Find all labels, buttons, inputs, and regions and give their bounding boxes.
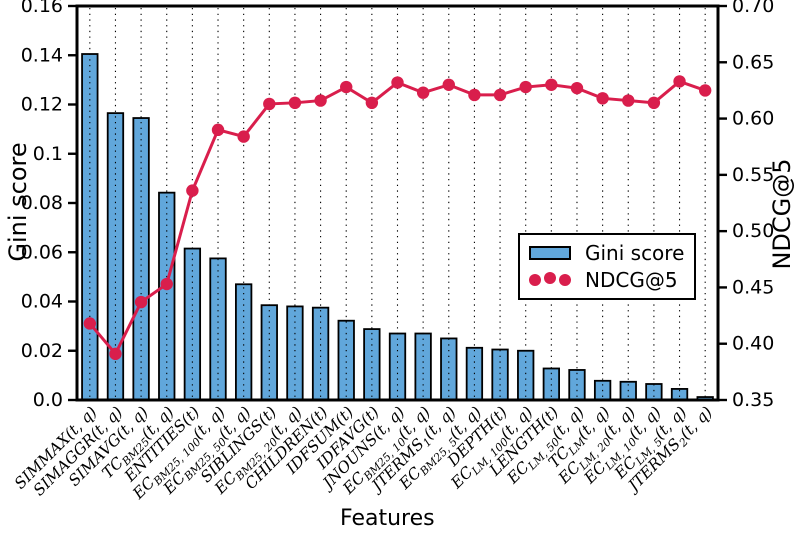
- gini-bar: [517, 349, 535, 401]
- ndcg-point: [134, 295, 148, 309]
- ndcg-point: [83, 317, 97, 330]
- left-axis-tick-label: 0.08: [21, 192, 63, 214]
- gini-bar: [286, 305, 304, 401]
- legend-row-gini: Gini score: [520, 243, 694, 263]
- gini-bar: [491, 348, 509, 401]
- ndcg-point: [186, 184, 199, 197]
- gini-bar: [260, 304, 278, 401]
- left-axis-tick-label: 0.0: [33, 389, 63, 411]
- left-axis-tick-label: 0.02: [21, 340, 63, 362]
- ndcg-point: [109, 347, 122, 361]
- ndcg-point: [519, 80, 532, 94]
- right-axis-tick-label: 0.65: [732, 51, 774, 73]
- left-axis-tick-label: 0.04: [21, 291, 63, 313]
- ndcg-point: [596, 92, 609, 105]
- gini-bar: [158, 191, 176, 401]
- gini-bar: [337, 319, 355, 401]
- ndcg-dot-icon: [529, 274, 541, 287]
- ndcg-point: [365, 96, 379, 110]
- ndcg-point: [237, 130, 250, 143]
- ndcg-point: [416, 86, 430, 99]
- left-axis-tick-label: 0.16: [21, 0, 63, 17]
- right-axis-tick-label: 0.35: [732, 389, 774, 411]
- right-axis-tick-label: 0.40: [732, 333, 774, 355]
- left-axis-tick-label: 0.12: [21, 94, 63, 116]
- ndcg-point: [211, 123, 225, 137]
- left-axis-tick-label: 0.14: [21, 44, 63, 66]
- right-axis-tick-label: 0.55: [732, 164, 774, 186]
- right-axis-title: NDCG@5: [768, 158, 796, 270]
- ndcg-point: [698, 84, 712, 97]
- ndcg-dot-icon: [559, 274, 571, 287]
- ndcg-point: [647, 96, 661, 110]
- ndcg-point: [673, 75, 686, 88]
- ndcg-point: [314, 94, 327, 107]
- ndcg-dot-icon: [544, 272, 556, 285]
- ndcg-point: [391, 76, 404, 89]
- gini-bar: [235, 283, 253, 401]
- legend-label-gini: Gini score: [585, 240, 685, 265]
- ndcg-dots-swatch: [529, 272, 571, 287]
- gini-bar: [645, 383, 663, 401]
- ndcg-point: [288, 96, 302, 110]
- ndcg-point: [340, 80, 353, 94]
- right-axis-tick-label: 0.45: [732, 276, 774, 298]
- ndcg-point: [468, 88, 481, 102]
- left-axis-title: Gini score: [4, 142, 32, 262]
- ndcg-point: [570, 81, 584, 95]
- ndcg-point: [263, 97, 276, 111]
- ndcg-point: [545, 78, 558, 92]
- right-axis-tick-label: 0.60: [732, 108, 774, 130]
- left-axis-tick-label: 0.1: [33, 143, 63, 165]
- right-axis-tick-label: 0.50: [732, 220, 774, 242]
- ndcg-point: [493, 88, 507, 102]
- left-axis-tick-label: 0.06: [21, 241, 63, 263]
- legend-row-ndcg: NDCG@5: [520, 270, 694, 290]
- ndcg-point: [622, 94, 635, 107]
- ndcg-point: [442, 78, 455, 92]
- legend: Gini score NDCG@5: [518, 233, 696, 300]
- legend-label-ndcg: NDCG@5: [585, 268, 678, 293]
- ndcg-point: [160, 277, 173, 291]
- right-axis-tick-label: 0.70: [732, 0, 774, 17]
- gini-bar-swatch: [529, 245, 571, 260]
- x-axis-title: Features: [340, 506, 435, 531]
